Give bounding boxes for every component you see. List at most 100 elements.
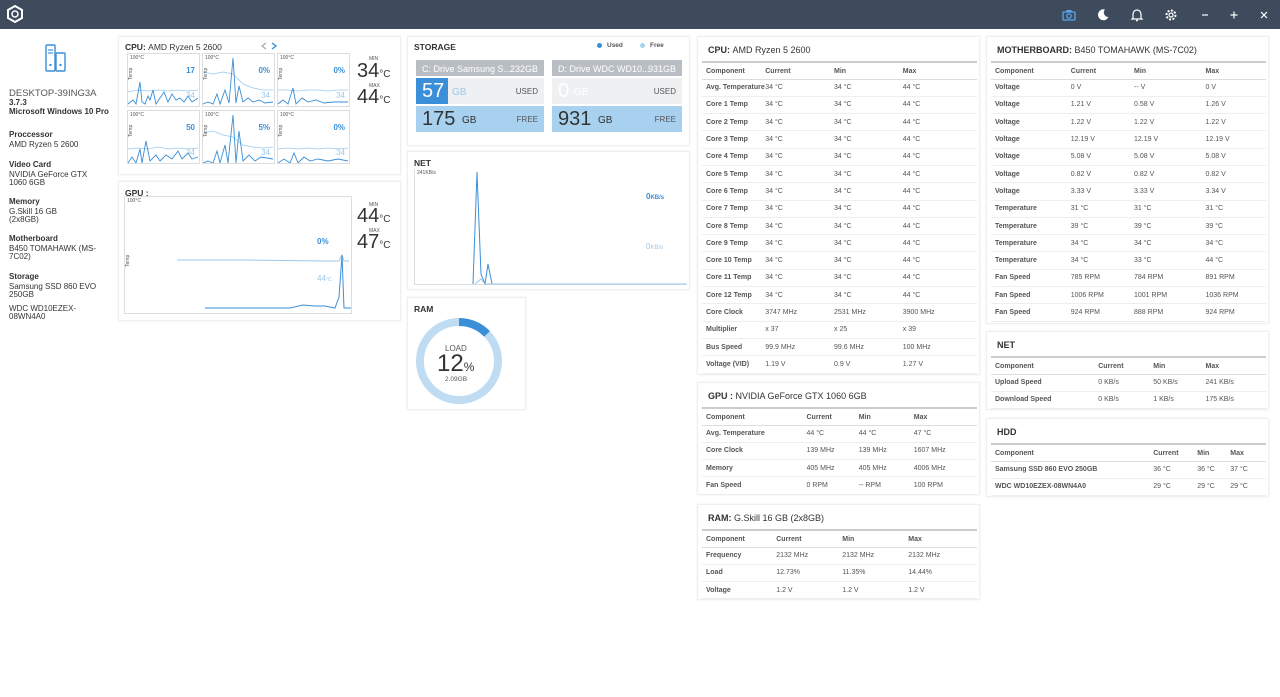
table-header-cell: Max — [908, 532, 977, 548]
cpu-core-avg: 34 — [186, 91, 195, 100]
net-card-title: NET — [414, 158, 431, 168]
app-version: 3.7.3 — [9, 98, 27, 107]
table-cell: 1 KB/s — [1153, 391, 1206, 410]
storage-card-title: STORAGE — [414, 42, 456, 52]
table-cell: 2531 MHz — [834, 303, 903, 322]
cpu-core-graph-lines — [203, 114, 274, 163]
table-header-row: Component Current Min Max — [991, 359, 1266, 375]
maximize-icon[interactable] — [1218, 0, 1250, 29]
table-cell: Core 3 Temp — [702, 130, 766, 149]
table-cell: Upload Speed — [991, 374, 1099, 392]
storage-line4: 08WN4A0 — [9, 312, 46, 321]
table-cell: Voltage — [991, 96, 1071, 115]
table-cell: 12.73% — [776, 564, 843, 583]
cpu-min-label: MIN — [369, 56, 379, 62]
table-cell: 12.19 V — [1205, 130, 1266, 149]
table-row: Multiplier x 37 x 25 x 39 — [702, 321, 977, 339]
table-cell: 44 °C — [902, 148, 977, 166]
table-cell: 34 °C — [834, 286, 903, 305]
table-cell: 924 RPM — [1205, 303, 1266, 322]
table-cell: Voltage (VID) — [702, 355, 766, 374]
drive-c-used-fill — [416, 78, 448, 104]
table-cell: Voltage — [991, 130, 1071, 149]
table-row: Core 3 Temp 34 °C 34 °C 44 °C — [702, 130, 977, 149]
table-cell: 3747 MHz — [765, 303, 834, 322]
system-info-panel: DESKTOP-39ING3A 3.7.3 Microsoft Windows … — [0, 29, 116, 697]
legend-used-dot — [597, 43, 602, 48]
table-cell: 39 °C — [1134, 217, 1206, 236]
table-cell: 34 °C — [765, 79, 834, 97]
drive-d[interactable]: D: Drive WDC WD10... 931GB 0 GB USED 931 … — [552, 60, 682, 134]
table-cell: Voltage — [991, 113, 1071, 132]
cpu-core-avg: 34 — [261, 148, 270, 157]
table-header-cell: Component — [702, 64, 766, 80]
motherboard-table-title: MOTHERBOARD: B450 TOMAHAWK (MS-7C02) — [997, 45, 1197, 55]
table-cell: 891 RPM — [1205, 269, 1266, 288]
ram-used-value: 2.09GB — [445, 376, 468, 383]
table-row: Voltage 3.33 V 3.33 V 3.34 V — [991, 182, 1266, 201]
table-cell: 44 °C — [902, 79, 977, 97]
cpu-graph-max-label: 100°C — [280, 55, 294, 61]
close-icon[interactable] — [1248, 0, 1280, 29]
table-cell: 1.2 V — [842, 581, 909, 600]
table-row: Core 10 Temp 34 °C 34 °C 44 °C — [702, 251, 977, 270]
table-row: Load 12.73% 11.35% 14.44% — [702, 564, 977, 583]
cpu-core-avg: 34 — [336, 148, 345, 157]
cpu-card-name: AMD Ryzen 5 2600 — [148, 42, 222, 52]
table-cell: 5.08 V — [1134, 148, 1206, 166]
table-cell: 3900 MHz — [902, 303, 977, 322]
drive-c-header: C: Drive Samsung S... 232GB — [416, 60, 544, 76]
table-cell: 36 °C — [1153, 461, 1198, 479]
cpu-graph-temp-label: Temp — [203, 124, 209, 137]
cpu-core-graph-lines — [128, 81, 199, 106]
table-cell: 44 °C — [902, 182, 977, 201]
ram-load-value: 12% — [437, 350, 475, 377]
table-cell: Core 5 Temp — [702, 165, 766, 184]
hdd-table: Component Current Min Max Samsung SSD 860 EV… — [991, 446, 1266, 497]
camera-icon[interactable] — [1053, 0, 1085, 29]
table-cell: 99.9 MHz — [765, 338, 834, 357]
moon-icon[interactable] — [1087, 0, 1119, 29]
table-cell: 784 RPM — [1134, 269, 1206, 288]
net-table-title: NET — [997, 340, 1015, 350]
table-cell: 0 KB/s — [1098, 391, 1154, 410]
drive-c-used-tag: USED — [515, 87, 538, 96]
table-cell: 39 °C — [1070, 217, 1134, 236]
table-header-cell: Component — [702, 532, 777, 548]
drive-c[interactable]: C: Drive Samsung S... 232GB 57 GB USED 17… — [416, 60, 544, 134]
table-cell: 1.27 V — [902, 355, 977, 374]
gpu-temp-graph: 100°C Temp 0% 44°C — [124, 196, 352, 314]
cpu-max-temp: 44°C — [357, 86, 391, 108]
table-header-row: Component Current Min Max — [702, 410, 977, 426]
table-cell: 34 °C — [765, 113, 834, 132]
title-bar — [0, 0, 1280, 29]
table-cell: Frequency — [702, 547, 777, 565]
table-row: WDC WD10EZEX-08WN4A0 29 °C 29 °C 29 °C — [991, 478, 1266, 497]
gpu-table-card: GPU : NVIDIA GeForce GTX 1060 6GB Compon… — [697, 382, 980, 495]
chevron-right-icon[interactable] — [270, 42, 278, 50]
gear-icon[interactable] — [1155, 0, 1187, 29]
table-row: Voltage 5.08 V 5.08 V 5.08 V — [991, 148, 1266, 166]
table-header-row: Component Current Min Max — [702, 64, 977, 80]
cpu-core-graph-lines — [128, 140, 199, 163]
legend-free-label: Free — [650, 42, 664, 49]
table-cell: 1.22 V — [1134, 113, 1206, 132]
table-cell: Core Clock — [702, 303, 766, 322]
table-cell: Bus Speed — [702, 338, 766, 357]
table-cell: 1.22 V — [1070, 113, 1134, 132]
gpu-max-label: MAX — [369, 228, 380, 234]
table-cell: 1.2 V — [908, 581, 977, 600]
table-cell: 34 °C — [834, 113, 903, 132]
table-cell: 12.19 V — [1134, 130, 1206, 149]
chevron-left-icon[interactable] — [260, 42, 268, 50]
bell-icon[interactable] — [1121, 0, 1153, 29]
table-cell: 44 °C — [902, 269, 977, 288]
table-cell: 44 °C — [902, 96, 977, 115]
table-cell: 888 RPM — [1134, 303, 1206, 322]
table-cell: 34 °C — [765, 165, 834, 184]
table-cell: -- RPM — [858, 476, 914, 495]
minimize-icon[interactable] — [1189, 0, 1221, 29]
cpu-graph-max-label: 100°C — [205, 55, 219, 61]
table-cell: 2132 MHz — [776, 547, 843, 565]
ram-table-rule — [702, 529, 977, 531]
